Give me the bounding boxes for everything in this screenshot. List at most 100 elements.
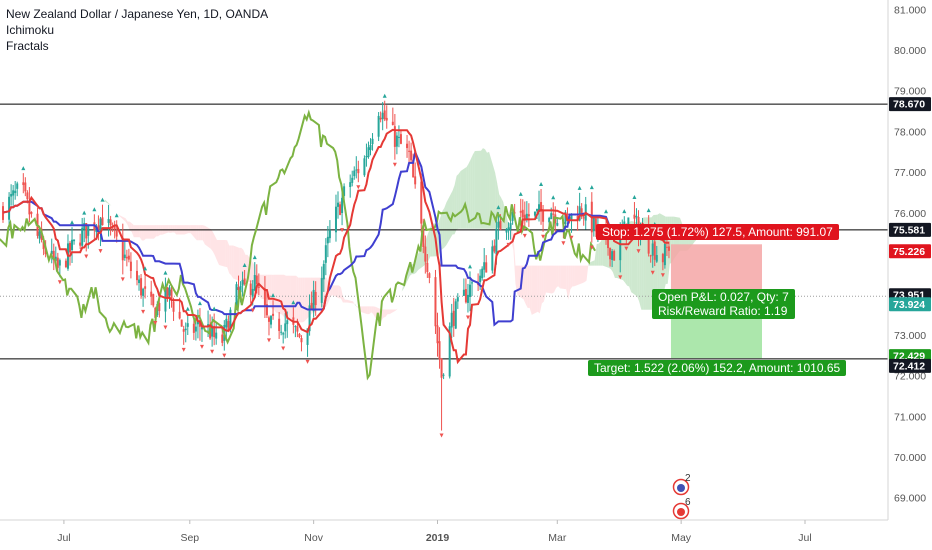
candle-body [548,217,551,223]
cloud-segment [210,229,213,252]
cloud-segment [580,265,583,284]
cloud-segment [428,227,431,262]
cloud-segment [198,225,201,241]
fractal-down-marker [465,315,470,320]
candle-body [194,326,197,332]
candle-body [395,135,398,147]
candle-body [613,250,616,261]
candle-body [448,326,451,377]
position-info[interactable]: Open P&L: 0.027, Qty: 7 Risk/Reward Rati… [652,289,795,319]
cloud-segment [537,265,540,314]
candle-body [253,274,256,291]
candle-body [322,263,325,280]
cloud-segment [568,265,571,300]
cloud-segment [460,166,467,229]
candle-body [186,323,189,327]
candle-body [144,286,147,289]
fractal-down-marker [340,228,345,233]
candle-body [97,225,100,231]
candle-body [341,197,344,213]
candle-body [14,190,17,194]
earnings-event-icon[interactable] [672,478,690,496]
cloud-segment [430,223,433,257]
fractal-up-marker [242,263,247,268]
candle-body [552,213,555,215]
candle-body [324,245,327,263]
candle-body [28,200,31,215]
cloud-segment [539,265,542,314]
cloud-segment [269,274,272,310]
cloud-segment [290,275,297,320]
candle-body [270,316,273,325]
fractal-up-marker [197,301,202,306]
candle-body [227,321,230,332]
conversion-line [2,128,669,365]
cloud-segment [344,299,347,303]
fractal-up-marker [467,264,472,269]
candle-body [491,246,494,271]
stop-label[interactable]: Stop: 1.275 (1.72%) 127.5, Amount: 991.0… [596,224,839,240]
indicator-fractals-label[interactable]: Fractals [6,39,49,53]
candle-body [314,291,317,306]
target-label[interactable]: Target: 1.522 (2.06%) 152.2, Amount: 101… [588,360,847,376]
cloud-segment [231,245,234,279]
price-badge[interactable] [889,222,931,237]
price-tick-label: 78.000 [894,126,926,138]
cloud-segment [188,225,191,234]
candle-body [385,117,388,121]
candle-body [635,216,638,218]
cloud-segment [389,309,396,315]
price-badge[interactable] [889,297,931,312]
candle-body [142,288,145,296]
price-badge[interactable] [889,358,931,373]
price-badge-label: 78.670 [893,99,925,111]
price-tick-label: 72.000 [894,371,926,383]
candle-body [308,305,311,332]
cloud-segment [139,225,142,241]
symbol-title[interactable]: New Zealand Dollar / Japanese Yen, 1D, O… [6,7,269,21]
price-tick-label: 81.000 [894,4,926,16]
cloud-segment [239,247,242,281]
candle-body [667,246,670,251]
candle-body [521,209,524,218]
candle-body [255,275,258,285]
cloud-segment [145,225,148,239]
cloud-segment [214,235,218,261]
fractal-down-marker [266,338,271,343]
candle-body [391,121,394,126]
candle-body [79,242,82,246]
cloud-segment [482,148,486,229]
price-badge[interactable] [889,244,931,259]
cloud-segment [355,303,358,308]
price-badge-label: 73.924 [893,299,925,311]
cloud-segment [383,309,386,318]
candle-body [52,250,55,261]
candle-body [527,214,530,217]
candle-body [158,302,161,312]
candle-body [440,358,443,378]
candle-body [115,230,118,237]
candle-body [54,256,57,261]
candle-body [170,289,173,300]
candle-body [538,204,541,212]
indicator-ichimoku-label[interactable]: Ichimoku [6,23,55,37]
fractal-down-marker [569,235,574,240]
cloud-segment [105,199,112,206]
candle-body [422,225,425,248]
candle-body [239,285,242,293]
fractal-down-marker [624,246,629,251]
cloud-segment [452,185,455,235]
candle-body [377,115,380,137]
fractal-down-marker [522,233,527,238]
candle-body [564,212,567,225]
cloud-segment [529,265,532,315]
cloud-segment [156,225,159,237]
dividend-event-icon[interactable] [672,502,690,520]
fractal-down-marker [281,346,286,351]
candle-body [312,289,315,312]
price-badge[interactable] [889,97,931,112]
candle-body [525,213,528,220]
candle-body [278,318,281,331]
candle-body [434,277,437,327]
